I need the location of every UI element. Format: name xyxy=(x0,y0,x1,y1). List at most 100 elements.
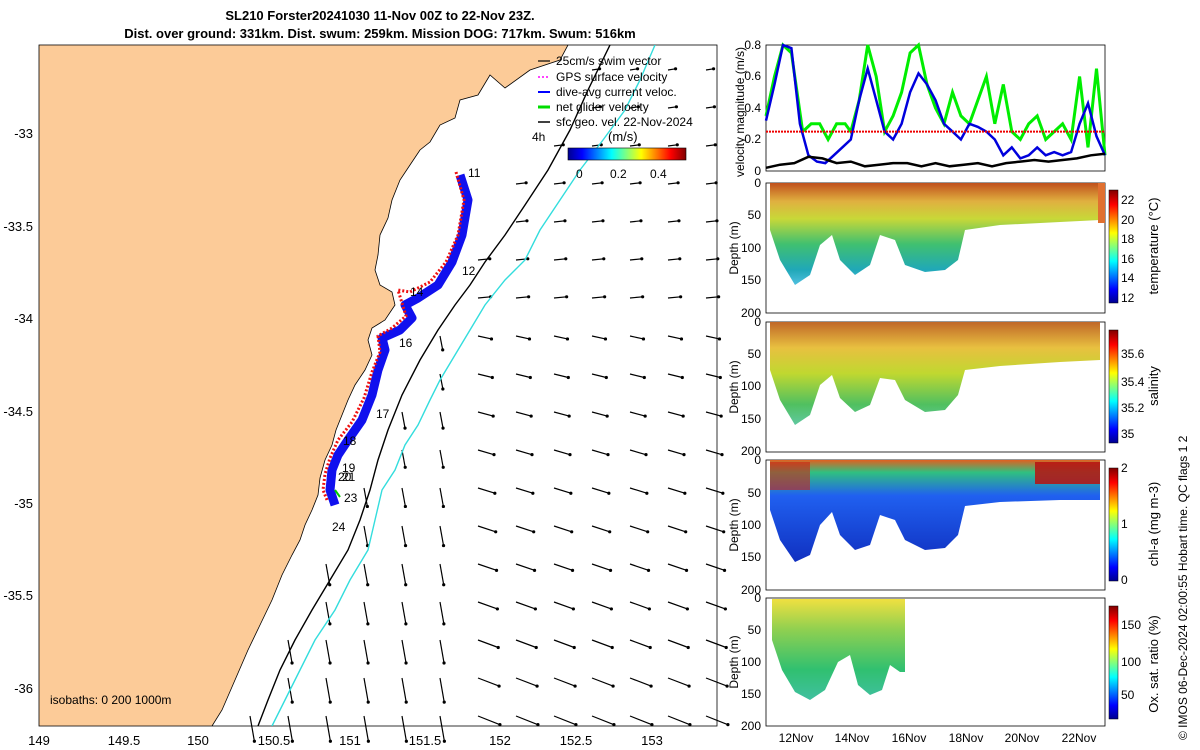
vector-arrowhead xyxy=(650,723,654,727)
time-tick: 20Nov xyxy=(1005,731,1040,745)
colorbar-tick: 1 xyxy=(1121,517,1128,531)
vector-arrowhead xyxy=(564,257,568,261)
vector-arrow xyxy=(477,639,499,649)
temperature-panel: 0 50 100 150 200 Depth (m) 12 14 16 18 2… xyxy=(727,176,1161,320)
vector-arrowhead xyxy=(403,426,407,430)
vector-arrow xyxy=(363,715,369,742)
credit-footer: © IMOS 06-Dec-2024 02:00:55 Hobart time.… xyxy=(1176,435,1190,740)
vector-arrowhead xyxy=(724,645,728,650)
vector-arrow xyxy=(515,296,529,299)
vector-arrow xyxy=(667,601,688,610)
vector-arrow xyxy=(515,715,539,726)
vector-arrow xyxy=(591,258,604,261)
y-tick: 0 xyxy=(754,176,761,190)
vector-arrow xyxy=(363,677,369,703)
vector-arrow xyxy=(553,677,576,687)
vector-arrow xyxy=(705,563,725,571)
vector-arrow xyxy=(401,411,406,429)
temperature-colorbar xyxy=(1108,189,1119,304)
map-x-axis: 149 149.5 150 150.5 151 151.5 152 152.5 … xyxy=(28,733,663,748)
vector-arrowhead xyxy=(604,375,608,380)
temperature-field xyxy=(770,183,1100,285)
vector-arrow xyxy=(553,563,573,571)
y-tick: 0.2 xyxy=(744,132,761,146)
vector-arrowhead xyxy=(608,568,613,572)
vector-arrowhead xyxy=(403,465,407,469)
vector-arrow xyxy=(705,335,720,340)
vector-arrowhead xyxy=(528,375,532,380)
vector-arrow xyxy=(591,182,603,185)
chla-y-label: Depth (m) xyxy=(727,498,741,551)
colorbar-tick: 35 xyxy=(1121,427,1135,441)
series-line xyxy=(764,42,1107,156)
colorbar-tick: 0.2 xyxy=(610,167,627,181)
y-tick: -35.5 xyxy=(3,588,33,603)
vector-arrow xyxy=(477,525,496,533)
vector-arrow xyxy=(667,449,685,456)
legend-entry: GPS surface velocity xyxy=(556,70,667,84)
vector-arrowhead xyxy=(571,607,575,611)
vector-arrowhead xyxy=(441,348,445,352)
ox-y-label: Depth (m) xyxy=(727,635,741,688)
vector-arrowhead xyxy=(676,181,680,185)
temp-colorbar-label: temperature (°C) xyxy=(1146,198,1161,295)
vector-arrow xyxy=(439,563,445,585)
sal-colorbar-ticks: 35 35.2 35.4 35.6 xyxy=(1121,347,1145,441)
vector-arrow xyxy=(515,449,533,456)
vector-arrow xyxy=(629,715,653,726)
colorbar-tick: 0 xyxy=(576,167,583,181)
colorbar-tick: 2 xyxy=(1121,461,1128,475)
vector-arrow xyxy=(667,296,681,299)
vector-arrowhead xyxy=(675,143,679,147)
day-labels: 11 12 14 16 17 18 19 20 21 23 24 xyxy=(332,166,481,534)
vector-arrowhead xyxy=(252,739,256,743)
day-label: 16 xyxy=(399,336,413,350)
vector-arrow xyxy=(477,601,498,610)
velocity-panel: 0 0.2 0.4 0.6 0.8 velocity magnitude (m/… xyxy=(733,38,1107,178)
y-tick: -36 xyxy=(14,681,33,696)
vector-arrow xyxy=(477,373,493,379)
vector-arrow xyxy=(477,449,495,456)
vector-arrow xyxy=(401,601,407,624)
sal-y-axis: 0 50 100 150 200 xyxy=(741,315,761,458)
vector-arrow xyxy=(401,563,407,585)
time-tick: 18Nov xyxy=(949,731,984,745)
chla-colorbar xyxy=(1108,467,1119,582)
temperature-edge xyxy=(1098,183,1105,223)
y-tick: 50 xyxy=(748,623,762,637)
salinity-panel: 0 50 100 150 200 Depth (m) 35 35.2 35.4 … xyxy=(727,315,1161,458)
vector-arrow xyxy=(629,373,645,379)
vector-arrowhead xyxy=(602,257,606,261)
vector-arrowhead xyxy=(603,295,607,299)
vector-arrow xyxy=(667,639,689,649)
vector-arrowhead xyxy=(570,530,574,534)
y-tick: 0.4 xyxy=(744,101,761,115)
vector-arrow xyxy=(667,563,687,571)
legend-entry: sfc geo. vel. 22-Nov-2024 xyxy=(556,115,693,129)
legend-entry: 25cm/s swim vector xyxy=(556,54,661,68)
vector-arrowhead xyxy=(442,661,446,665)
vector-arrowhead xyxy=(562,181,566,185)
vector-arrow xyxy=(705,449,723,456)
vector-arrowhead xyxy=(717,337,722,341)
y-tick: 100 xyxy=(741,379,761,393)
vector-arrowhead xyxy=(563,219,567,223)
vector-arrowhead xyxy=(442,622,446,626)
vector-arrowhead xyxy=(567,414,571,418)
vector-arrow xyxy=(629,411,646,417)
vector-arrowhead xyxy=(572,645,576,650)
vector-arrowhead xyxy=(711,67,716,71)
vector-arrow xyxy=(325,715,331,742)
vector-arrow xyxy=(705,411,722,417)
vector-arrowhead xyxy=(494,530,498,534)
y-tick: -33.5 xyxy=(3,219,33,234)
vector-arrow xyxy=(553,373,569,379)
vector-arrow xyxy=(705,487,724,494)
day-label: 23 xyxy=(344,491,358,505)
vector-arrowhead xyxy=(679,337,684,341)
x-tick: 151 xyxy=(339,733,361,748)
vector-arrowhead xyxy=(715,219,719,223)
vector-arrowhead xyxy=(639,219,643,223)
vector-arrowhead xyxy=(488,257,492,261)
vector-arrowhead xyxy=(636,105,641,109)
